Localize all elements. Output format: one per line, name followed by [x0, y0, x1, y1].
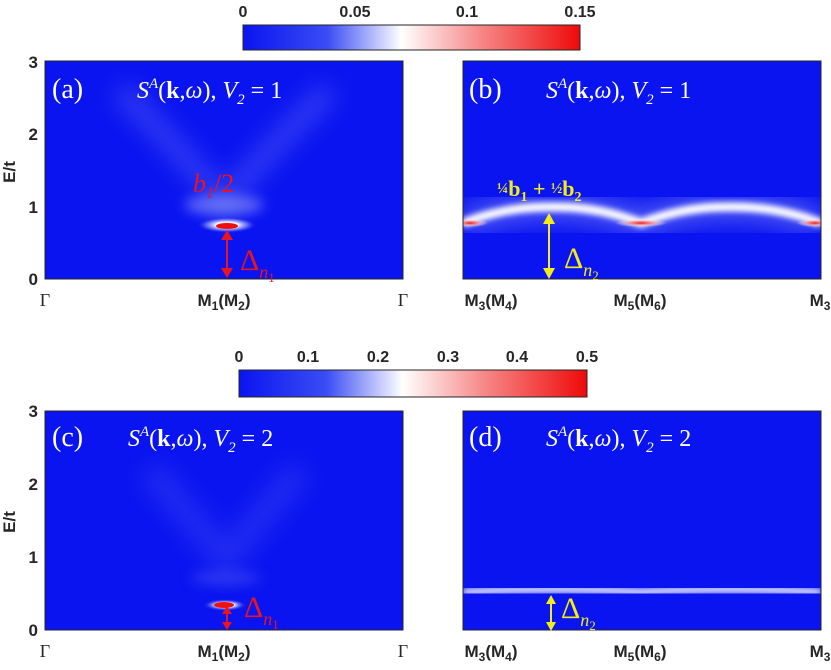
panel-c: (c) SA(k,ω), V2 = 2 Δn1 0 1 2 3 Γ M1(M2)… [29, 402, 409, 664]
panel-c-frame [44, 410, 404, 631]
panel-c-label: (c) [52, 422, 83, 453]
panel-d-title: SA(k,ω), V2 = 2 [546, 424, 691, 456]
panel-c-xtick-gamma-right: Γ [398, 641, 408, 661]
panel-b-frame [462, 60, 822, 280]
colorbar-top-tick: 0 [239, 4, 248, 21]
panel-d-xtick-m3: M3 [810, 642, 831, 664]
panel-a-frame [44, 60, 404, 280]
panel-b-xtick-m3m4: M3(M4) [464, 291, 517, 313]
panel-a-gap-arrow-bottom [221, 268, 233, 278]
panel-d-frame [462, 410, 822, 631]
panel-c-title: SA(k,ω), V2 = 2 [128, 424, 273, 456]
colorbar-top: 0 0.05 0.1 0.15 [239, 4, 596, 51]
panel-b-background [463, 61, 821, 279]
colorbar-top-tick: 0.15 [564, 4, 595, 21]
ytick: 3 [29, 53, 38, 72]
ytick: 1 [29, 198, 38, 217]
colorbar-bottom-tick: 0 [235, 349, 244, 366]
panel-c-peak-core [214, 602, 234, 608]
panel-b-hotspot [463, 219, 488, 227]
panel-d-xtick-m3m4: M3(M4) [464, 642, 517, 664]
y-axis-label-bottom: E/t [0, 511, 19, 533]
panel-a-xtick-m1m2: M1(M2) [197, 291, 250, 313]
panel-c-xtick-gamma-left: Γ [40, 641, 50, 661]
panel-b-xtick-m5m6: M5(M6) [613, 291, 666, 313]
ytick: 2 [29, 475, 38, 494]
panel-b-hotspot [797, 219, 821, 227]
panel-b-label: (b) [469, 74, 502, 105]
panel-a-xtick-gamma-right: Γ [398, 290, 408, 310]
panel-a-upper-glow [184, 195, 264, 215]
panel-a-gap-arrow-top [221, 230, 233, 240]
colorbar-bottom-tick: 0.1 [297, 349, 319, 366]
panel-d: (d) SA(k,ω), V2 = 2 Δn2 M3(M4) M5(M6) M3 [462, 410, 831, 664]
panel-c-gap-arrow-top [222, 606, 232, 614]
colorbar-bottom-tick: 0.4 [506, 349, 528, 366]
panel-b-hotspot [615, 219, 667, 227]
colorbar-top-gradient [242, 24, 581, 51]
panel-a-xtick-gamma-left: Γ [40, 290, 50, 310]
ytick: 3 [29, 402, 38, 421]
panel-c-faint-dispersion [140, 461, 311, 581]
panel-b-xtick-m3: M3 [810, 291, 831, 313]
panel-c-gap-arrow-bottom [222, 622, 232, 630]
colorbar-top-tick: 0.05 [339, 4, 370, 21]
panel-b-gap-arrow-bottom [543, 268, 555, 279]
panel-b-title: SA(k,ω), V2 = 1 [546, 76, 691, 108]
colorbar-bottom-gradient [238, 369, 588, 398]
panel-a-b1-half-label: b1/2 [193, 169, 234, 202]
panel-a-title: SA(k,ω), V2 = 1 [137, 76, 282, 108]
colorbar-bottom-tick: 0.3 [437, 349, 459, 366]
panel-a-yticks: 0 1 2 3 [29, 53, 38, 289]
colorbar-bottom-tick: 0.5 [576, 349, 598, 366]
panel-b-momentum-label: ¼b1 + ½b2 [497, 176, 582, 205]
panel-c-background [45, 411, 403, 630]
panel-a-label: (a) [52, 74, 83, 105]
panel-a-peak-core [216, 223, 238, 229]
panel-b-gap-arrow-top [543, 213, 555, 224]
ytick: 2 [29, 125, 38, 144]
colorbar-bottom-tick: 0.2 [367, 349, 389, 366]
colorbar-bottom: 0 0.1 0.2 0.3 0.4 0.5 [235, 349, 598, 398]
panel-a: (a) SA(k,ω), V2 = 1 b1/2 Δn1 0 1 2 3 Γ M… [29, 53, 409, 313]
panel-d-label: (d) [469, 422, 502, 453]
colorbar-top-tick: 0.1 [456, 4, 478, 21]
panel-d-gap-arrow-bottom [546, 622, 556, 631]
panel-d-gap-arrow-top [546, 595, 556, 604]
panel-a-background [45, 61, 403, 279]
panel-b: (b) SA(k,ω), V2 = 1 ¼b1 + ½b2 Δn2 M3(M4)… [462, 60, 831, 313]
panel-d-xtick-m5m6: M5(M6) [613, 642, 666, 664]
ytick: 0 [29, 270, 38, 289]
ytick: 0 [29, 621, 38, 640]
panel-c-faint-glow [190, 570, 262, 586]
y-axis-label-top: E/t [0, 161, 19, 183]
ytick: 1 [29, 548, 38, 567]
panel-d-band [463, 587, 821, 595]
panel-c-yticks: 0 1 2 3 [29, 402, 38, 640]
panel-c-xtick-m1m2: M1(M2) [197, 642, 250, 664]
